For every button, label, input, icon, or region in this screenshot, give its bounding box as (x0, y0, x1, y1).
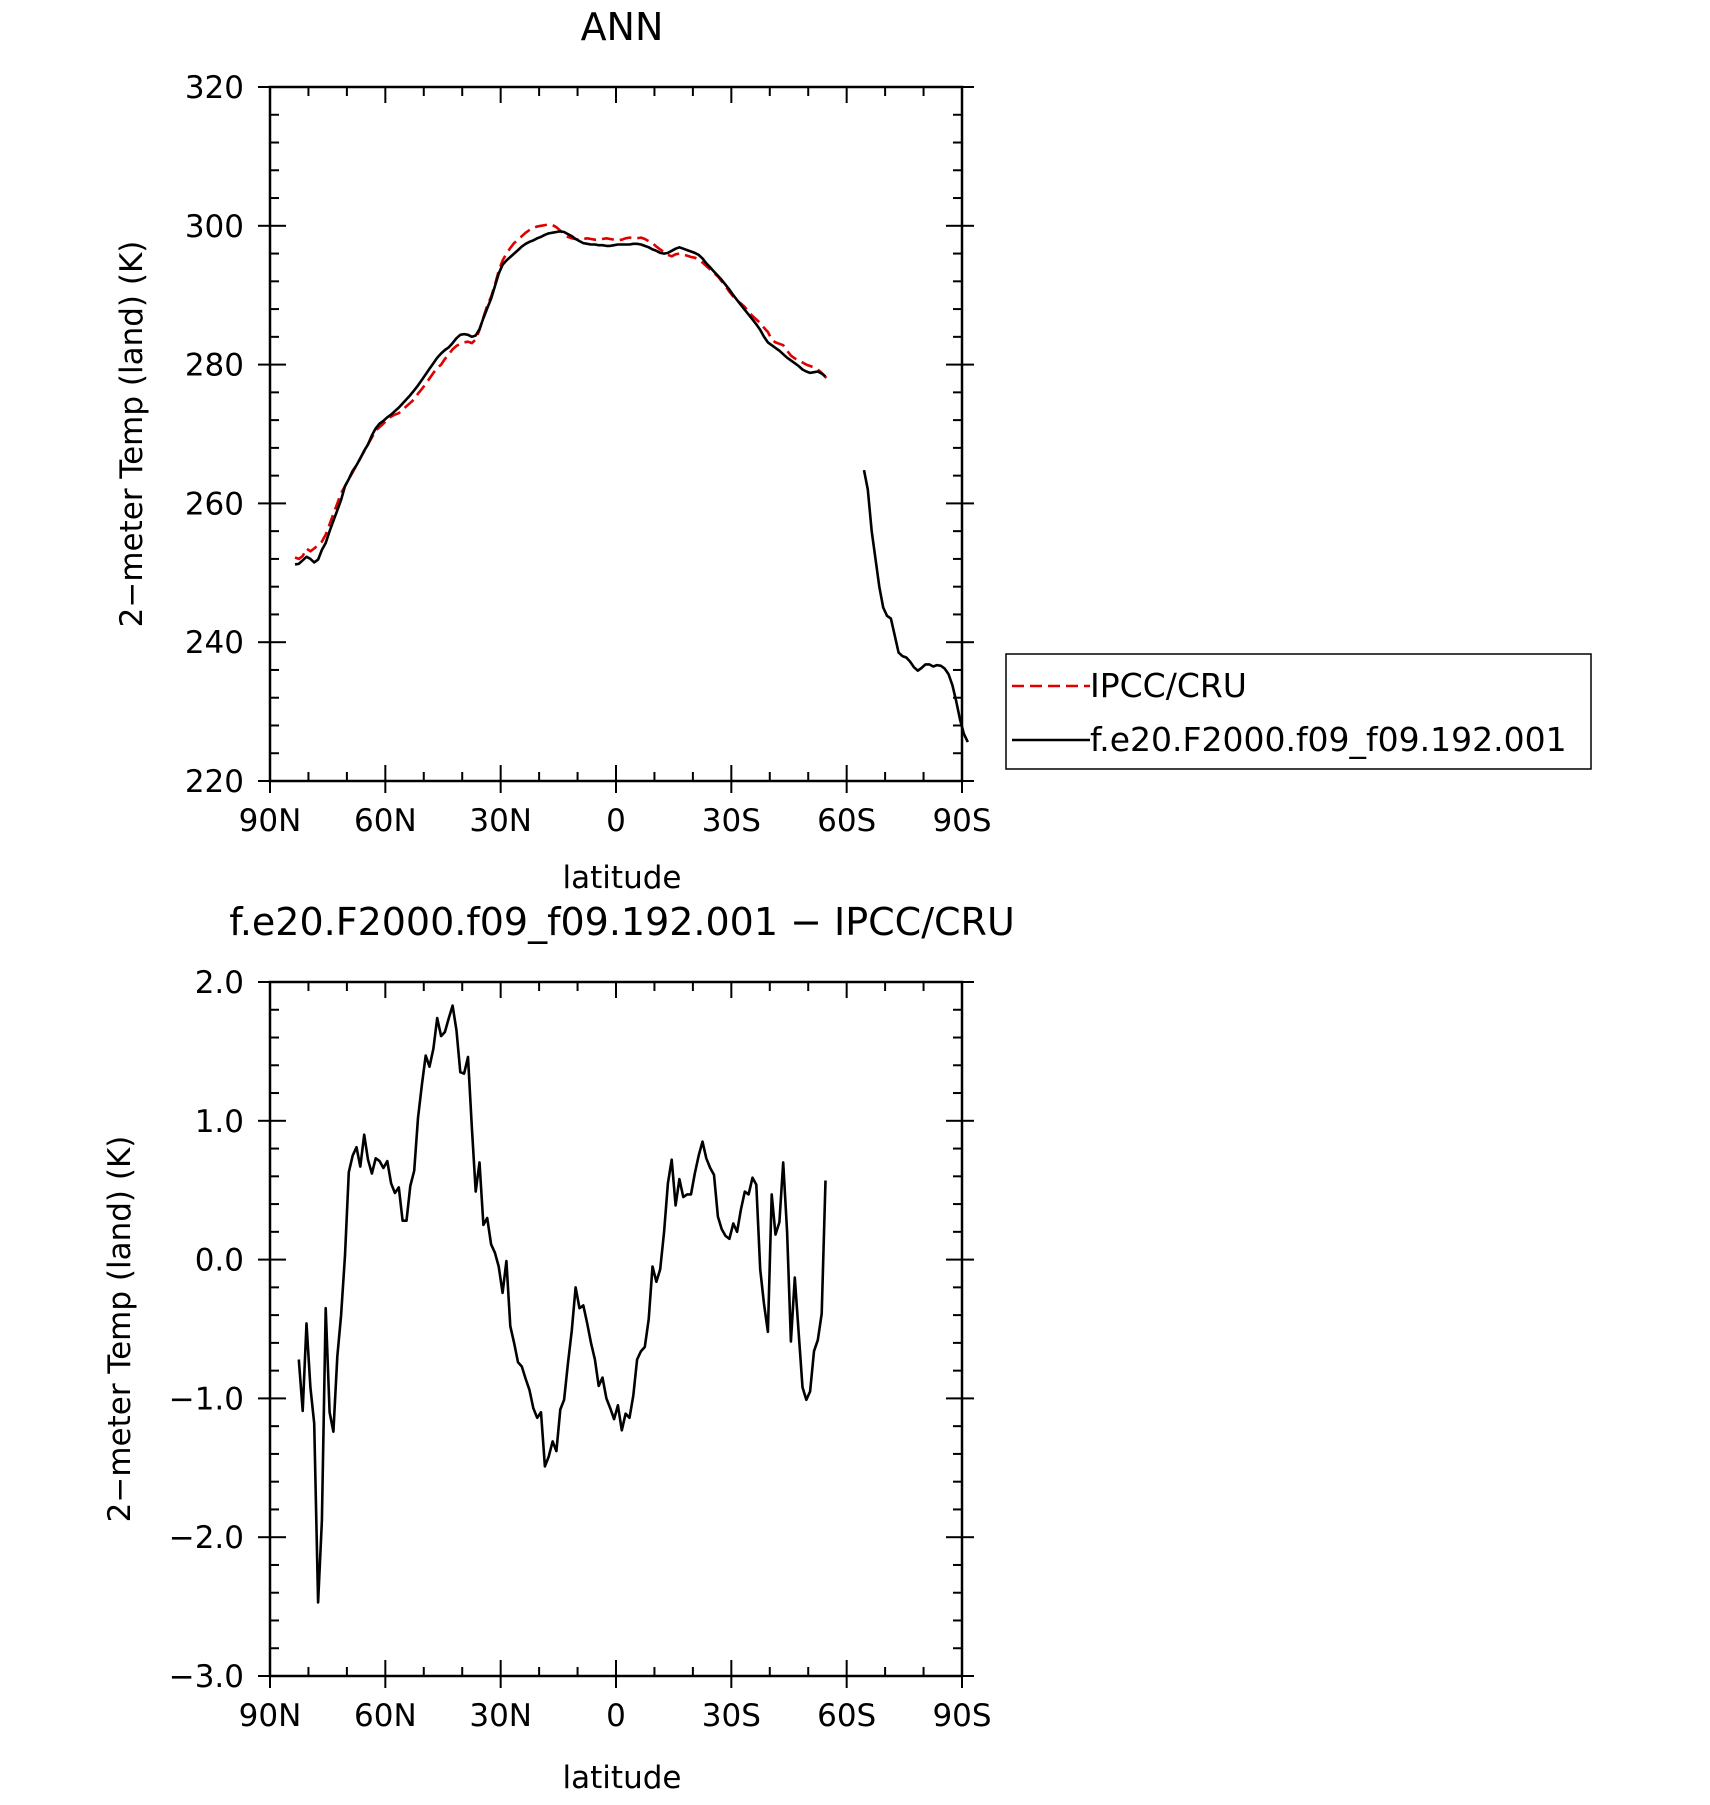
y-tick-label: −2.0 (169, 1520, 244, 1556)
y-tick-label: 220 (185, 764, 244, 800)
x-tick-label: 30N (469, 803, 532, 839)
top-y-axis-label: 2−meter Temp (land) (K) (114, 241, 150, 628)
x-tick-label: 30S (702, 803, 761, 839)
x-tick-label: 90S (932, 803, 991, 839)
x-tick-label: 60N (354, 1698, 417, 1734)
x-tick-label: 90N (239, 803, 302, 839)
series-line-ipcc-cru-seg-0 (294, 223, 831, 561)
bottom-series-group (297, 1004, 827, 1604)
x-tick-label: 60S (817, 1698, 876, 1734)
top-x-axis-label: latitude (563, 860, 682, 896)
top-chart-title: ANN (581, 5, 664, 49)
legend-label-ipcc-cru: IPCC/CRU (1090, 666, 1247, 705)
bottom-chart-title: f.e20.F2000.f09_f09.192.001 − IPCC/CRU (229, 900, 1015, 944)
bottom-x-axis-label: latitude (563, 1760, 682, 1796)
x-tick-label: 90S (932, 1698, 991, 1734)
x-tick-label: 30N (469, 1698, 532, 1734)
bottom-plot-frame (268, 980, 964, 1678)
top-series-group (294, 223, 969, 743)
y-tick-label: 260 (185, 486, 244, 522)
y-tick-label: 320 (185, 70, 244, 106)
y-tick-label: 2.0 (195, 965, 244, 1001)
x-tick-label: 60N (354, 803, 417, 839)
y-tick-label: 300 (185, 209, 244, 245)
legend-box (1005, 653, 1592, 770)
top-panel: ANN 90N 60N 30N 0 30S 60S 90S 220 240 260 280 300 32… (114, 5, 1592, 896)
legend: IPCC/CRU f.e20.F2000.f09_f09.192.001 (1005, 653, 1592, 770)
x-tick-label: 0 (606, 1698, 626, 1734)
x-tick-label: 30S (702, 1698, 761, 1734)
series-line-f-e20-f2000-f09-f09-192-001-seg-0 (294, 230, 827, 566)
y-tick-label: 240 (185, 625, 244, 661)
y-tick-label: 0.0 (195, 1243, 244, 1279)
bottom-tick-group: 90N 60N 30N 0 30S 60S 90S −3.0 −2.0 −1.0 0.0 1.0 2.0 (169, 965, 992, 1734)
top-tick-group: 90N 60N 30N 0 30S 60S 90S 220 240 260 280 300 320 (185, 70, 992, 839)
y-tick-label: −3.0 (169, 1659, 244, 1695)
series-line-difference-seg-0 (297, 1004, 827, 1604)
y-tick-label: 280 (185, 348, 244, 384)
legend-label-model: f.e20.F2000.f09_f09.192.001 (1090, 720, 1567, 759)
bottom-panel: f.e20.F2000.f09_f09.192.001 − IPCC/CRU 9… (102, 900, 1015, 1796)
series-line-f-e20-f2000-f09-f09-192-001-seg-1 (862, 469, 969, 743)
y-tick-label: −1.0 (169, 1381, 244, 1417)
y-tick-label: 1.0 (195, 1104, 244, 1140)
x-tick-label: 90N (239, 1698, 302, 1734)
x-tick-label: 60S (817, 803, 876, 839)
x-tick-label: 0 (606, 803, 626, 839)
bottom-y-axis-label: 2−meter Temp (land) (K) (102, 1136, 138, 1523)
